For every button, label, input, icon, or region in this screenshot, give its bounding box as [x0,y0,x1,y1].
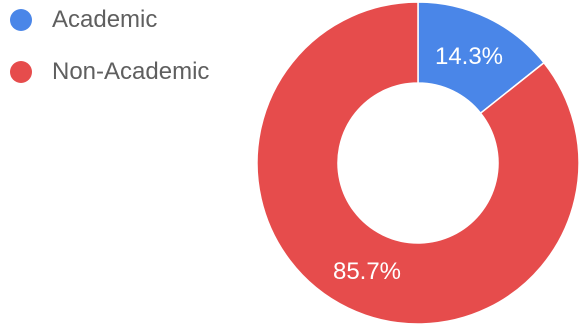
legend-item-academic: Academic [10,5,157,35]
donut-slice-non-academic [256,1,580,325]
legend-label: Academic [52,6,158,33]
legend-item-non-academic: Non-Academic [10,57,209,87]
legend-swatch [10,9,32,31]
slice-label-academic: 14.3% [435,43,503,70]
legend-label: Non-Academic [52,58,210,85]
slice-label-non-academic: 85.7% [333,258,401,285]
legend-swatch [10,61,32,83]
